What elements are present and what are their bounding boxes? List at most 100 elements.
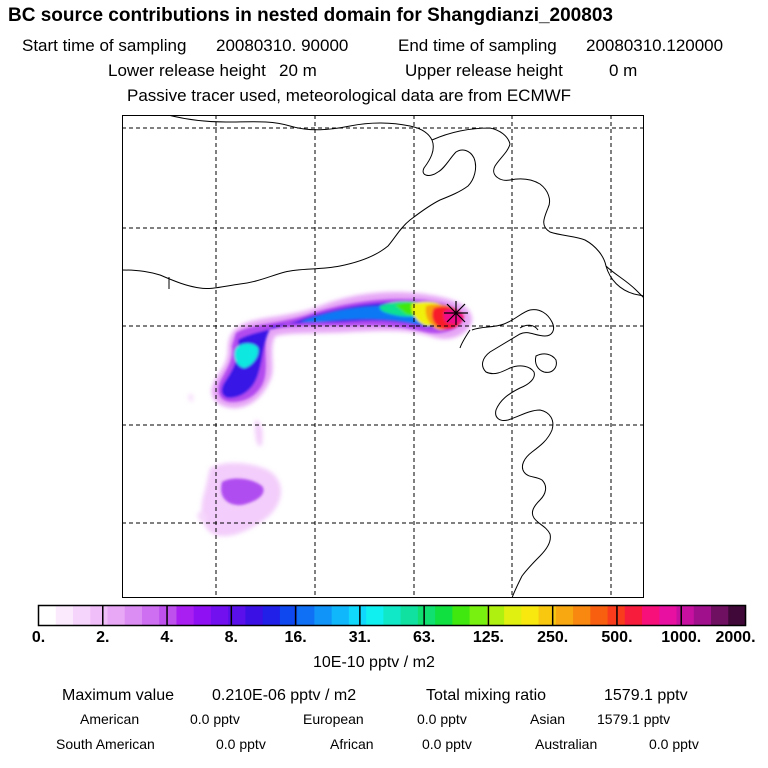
colorbar-tick-label: 250. bbox=[537, 629, 569, 646]
max-value: 0.210E-06 pptv / m2 bbox=[212, 687, 357, 704]
receptor-star-icon bbox=[444, 301, 468, 325]
colorbar-tick-label: 16. bbox=[284, 629, 307, 646]
colorbar-cell bbox=[624, 605, 643, 626]
colorbar-tick-label: 125. bbox=[472, 629, 504, 646]
colorbar-cell bbox=[676, 605, 695, 626]
region-asian-value: 1579.1 pptv bbox=[597, 711, 671, 727]
colorbar-cells bbox=[38, 605, 747, 626]
border-east-edge bbox=[605, 265, 644, 299]
colorbar-ticks bbox=[102, 605, 682, 626]
colorbar-cell bbox=[486, 605, 505, 626]
region-australian-value: 0.0 pptv bbox=[649, 736, 699, 752]
start-time-value: 20080310. 90000 bbox=[216, 36, 349, 55]
plume-violet bbox=[218, 298, 464, 402]
colorbar-frame bbox=[37, 604, 747, 627]
border-north bbox=[122, 115, 477, 289]
colorbar-cell bbox=[555, 605, 574, 626]
colorbar-tick-label: 2000. bbox=[715, 629, 756, 646]
colorbar-tick-label: 2. bbox=[96, 629, 110, 646]
colorbar-cell bbox=[469, 605, 488, 626]
plume-faint-south-tail bbox=[197, 512, 208, 523]
colorbar-cell bbox=[383, 605, 402, 626]
region-asian-label: Asian bbox=[530, 711, 566, 727]
coast-bay bbox=[519, 324, 539, 331]
graticule bbox=[122, 115, 644, 598]
region-african-value: 0.0 pptv bbox=[422, 736, 472, 752]
colorbar-unit: 10E-10 pptv / m2 bbox=[313, 654, 435, 671]
tracer-note: Passive tracer used, meteorological data… bbox=[127, 86, 572, 105]
colorbar-tick-label: 0. bbox=[31, 629, 46, 646]
colorbar-cell bbox=[228, 605, 247, 626]
colorbar-tick-label: 8. bbox=[224, 629, 238, 646]
colorbar-cell bbox=[417, 605, 436, 626]
colorbar-cell bbox=[400, 605, 419, 626]
region-american-value: 0.0 pptv bbox=[190, 711, 240, 727]
region-south-american-label: South American bbox=[56, 736, 155, 752]
colorbar-cell bbox=[693, 605, 712, 626]
upper-release-label: Upper release height bbox=[405, 61, 563, 80]
lower-release-label: Lower release height bbox=[108, 61, 266, 80]
plume-blue bbox=[221, 302, 455, 398]
region-european-value: 0.0 pptv bbox=[417, 711, 467, 727]
region-african-label: African bbox=[330, 736, 374, 752]
coast-east bbox=[471, 309, 555, 598]
coast-north-bay bbox=[459, 329, 471, 349]
colorbar-tick-label: 4. bbox=[160, 629, 174, 646]
colorbar-cell bbox=[72, 605, 91, 626]
colorbar-cell bbox=[348, 605, 367, 626]
region-australian-label: Australian bbox=[535, 736, 598, 752]
end-time-label: End time of sampling bbox=[398, 36, 557, 55]
colorbar-cell bbox=[538, 605, 557, 626]
colorbar-cell bbox=[107, 605, 126, 626]
colorbar-cell bbox=[366, 605, 384, 626]
colorbar-cell bbox=[159, 605, 178, 626]
region-american-label: American bbox=[80, 711, 140, 727]
colorbar-cell bbox=[711, 605, 729, 626]
peninsula bbox=[535, 353, 557, 373]
colorbar-cell bbox=[573, 605, 591, 626]
colorbar-cell bbox=[314, 605, 333, 626]
colorbar-cell bbox=[728, 605, 747, 626]
total-mixing-value: 1579.1 pptv bbox=[604, 687, 688, 704]
region-south-american-value: 0.0 pptv bbox=[216, 736, 266, 752]
colorbar-cell bbox=[124, 605, 143, 626]
colorbar-cell bbox=[452, 605, 471, 626]
colorbar-cell bbox=[435, 605, 453, 626]
total-mixing-label: Total mixing ratio bbox=[426, 687, 547, 704]
border-northeast bbox=[431, 127, 644, 297]
colorbar-tick-label: 500. bbox=[601, 629, 633, 646]
colorbar-cell bbox=[141, 605, 160, 626]
map-frame bbox=[122, 115, 644, 598]
upper-release-value: 0 m bbox=[609, 61, 638, 80]
coastlines bbox=[122, 115, 644, 598]
max-value-label: Maximum value bbox=[62, 687, 175, 704]
colorbar-cell bbox=[331, 605, 350, 626]
colorbar-tick-label: 1000. bbox=[661, 629, 702, 646]
start-time-label: Start time of sampling bbox=[22, 36, 187, 55]
plume-violet-south bbox=[221, 478, 264, 506]
colorbar-cell bbox=[55, 605, 74, 626]
colorbar-cell bbox=[176, 605, 195, 626]
colorbar-cell bbox=[521, 605, 540, 626]
colorbar-cell bbox=[279, 605, 298, 626]
colorbar-tick-label: 31. bbox=[348, 629, 371, 646]
lower-release-value: 20 m bbox=[279, 61, 317, 80]
colorbar-cell bbox=[659, 605, 678, 626]
plume-faint-streak-1 bbox=[254, 420, 263, 447]
colorbar-cell bbox=[38, 605, 57, 626]
colorbar-tick-label: 63. bbox=[413, 629, 436, 646]
end-time-value: 20080310.120000 bbox=[586, 36, 724, 55]
colorbar-cell bbox=[245, 605, 264, 626]
colorbar-cell bbox=[262, 605, 281, 626]
colorbar-cell bbox=[90, 605, 109, 626]
map-title: BC source contributions in nested domain… bbox=[8, 5, 613, 26]
region-european-label: European bbox=[303, 711, 364, 727]
colorbar-cell bbox=[210, 605, 229, 626]
plume-cyan bbox=[234, 343, 259, 368]
colorbar-cell bbox=[590, 605, 609, 626]
colorbar-cell bbox=[193, 605, 212, 626]
colorbar-cell bbox=[297, 605, 316, 626]
plume-faint-streak-2 bbox=[188, 393, 194, 402]
